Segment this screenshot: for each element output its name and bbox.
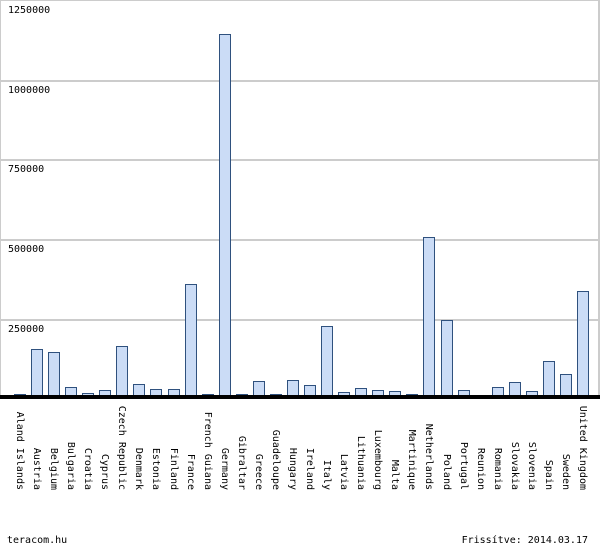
x-label-romania: Romania xyxy=(491,447,503,490)
x-label-denmark: Denmark xyxy=(133,447,145,490)
bar-france xyxy=(184,284,197,399)
x-label-gibraltar: Gibraltar xyxy=(235,435,247,490)
x-label-latvia: Latvia xyxy=(338,453,350,490)
x-axis-line xyxy=(0,395,600,399)
x-label-estonia: Estonia xyxy=(150,447,162,490)
bar-austria xyxy=(31,348,44,399)
x-label-hungary: Hungary xyxy=(286,447,298,490)
x-label-slovenia: Slovenia xyxy=(525,441,537,490)
bar-germany xyxy=(218,34,231,399)
x-label-finland: Finland xyxy=(167,447,179,490)
x-label-greece: Greece xyxy=(252,453,264,490)
x-label-czech-republic: Czech Republic xyxy=(116,405,128,490)
bar-poland xyxy=(440,319,453,399)
bar-czech-republic xyxy=(116,346,129,399)
y-axis-label: 250000 xyxy=(8,324,45,336)
x-label-reunion: Reunion xyxy=(474,447,486,490)
y-axis-label: 750000 xyxy=(8,164,45,176)
x-label-french-guiana: French Guiana xyxy=(201,411,213,490)
gridline xyxy=(1,319,598,322)
footer-site-label: teracom.hu xyxy=(7,535,68,546)
x-label-austria: Austria xyxy=(31,447,43,490)
x-label-germany: Germany xyxy=(218,447,230,490)
bar-spain xyxy=(542,360,555,399)
x-label-luxembourg: Luxembourg xyxy=(372,429,384,490)
gridline xyxy=(1,79,598,82)
x-label-sweden: Sweden xyxy=(559,453,571,490)
bar-united-kingdom xyxy=(576,291,589,399)
bar-netherlands xyxy=(423,236,436,399)
footer-updated-label: Frissítve: 2014.03.17 xyxy=(461,535,588,546)
x-label-portugal: Portugal xyxy=(457,441,469,490)
x-label-croatia: Croatia xyxy=(82,447,94,490)
x-label-lithuania: Lithuania xyxy=(355,435,367,490)
x-label-bulgaria: Bulgaria xyxy=(65,441,77,490)
x-label-aland-islands: Aland Islands xyxy=(14,411,25,490)
bar-belgium xyxy=(48,351,61,399)
y-axis-label: 1000000 xyxy=(8,84,51,96)
y-axis-label: 500000 xyxy=(8,244,45,256)
x-label-spain: Spain xyxy=(542,459,554,490)
x-label-netherlands: Netherlands xyxy=(423,423,435,490)
x-label-martinique: Martinique xyxy=(406,429,418,490)
x-label-malta: Malta xyxy=(389,459,401,490)
x-label-united-kingdom: United Kingdom xyxy=(576,405,588,490)
plot-area: 250000 500000 750000 1000000 1250000 xyxy=(0,0,600,399)
bar-italy xyxy=(321,326,334,399)
x-label-poland: Poland xyxy=(440,453,452,490)
x-label-belgium: Belgium xyxy=(48,447,60,490)
x-label-france: France xyxy=(184,453,196,490)
x-label-slovakia: Slovakia xyxy=(508,441,520,490)
x-label-ireland: Ireland xyxy=(304,447,316,490)
y-axis-label: 1250000 xyxy=(8,4,51,16)
x-label-cyprus: Cyprus xyxy=(99,453,111,490)
x-label-italy: Italy xyxy=(321,459,333,490)
gridline xyxy=(1,159,598,162)
x-label-guadeloupe: Guadeloupe xyxy=(269,429,281,490)
gridline xyxy=(1,239,598,242)
